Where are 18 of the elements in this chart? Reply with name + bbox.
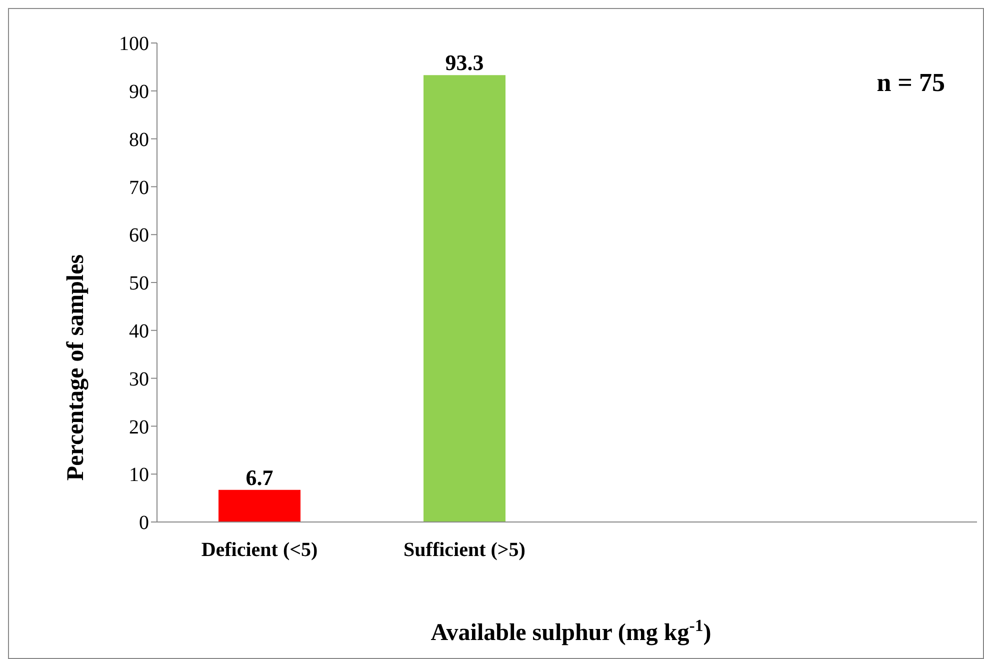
y-axis-title: Percentage of samples xyxy=(63,254,89,481)
y-tick-label: 80 xyxy=(129,128,149,151)
y-tick-label: 30 xyxy=(129,368,149,390)
y-tick-label: 50 xyxy=(129,272,149,295)
x-axis-title: Available sulphur (mg kg$^{-1}$) xyxy=(430,616,712,646)
data-label: 6.7 xyxy=(246,464,274,490)
y-tick-label: 100 xyxy=(119,33,149,56)
annotation: n = 75 xyxy=(876,68,945,97)
y-tick-label: 70 xyxy=(129,176,149,199)
y-tick-label: 60 xyxy=(129,224,149,247)
x-tick-label: Deficient (<5) xyxy=(201,539,318,562)
y-tick-label: 40 xyxy=(129,320,149,342)
y-tick-label: 0 xyxy=(139,512,149,534)
data-label: 93.3 xyxy=(445,50,484,76)
y-tick-label: 20 xyxy=(129,416,149,438)
x-tick-label: Sufficient (>5) xyxy=(404,539,526,562)
y-tick-label: 90 xyxy=(129,81,149,103)
y-tick-label: 10 xyxy=(129,464,149,486)
